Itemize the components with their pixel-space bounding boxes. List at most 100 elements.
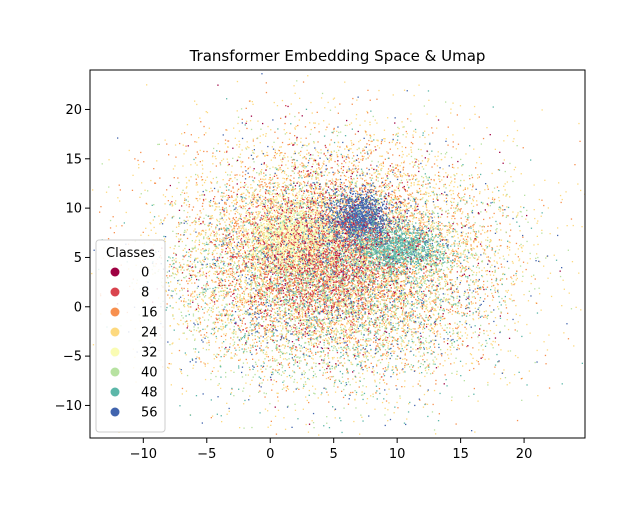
scatter-point bbox=[314, 197, 316, 199]
scatter-point bbox=[220, 319, 223, 321]
scatter-point bbox=[388, 188, 390, 190]
scatter-point bbox=[183, 153, 185, 155]
scatter-point bbox=[172, 342, 174, 344]
scatter-point bbox=[186, 186, 188, 188]
scatter-point bbox=[435, 285, 437, 287]
scatter-point bbox=[380, 168, 382, 170]
scatter-point bbox=[379, 373, 381, 375]
scatter-point bbox=[226, 129, 228, 131]
scatter-point bbox=[427, 161, 429, 163]
scatter-point bbox=[197, 176, 199, 178]
scatter-point bbox=[450, 272, 452, 274]
scatter-point bbox=[281, 99, 284, 102]
scatter-point bbox=[313, 284, 315, 286]
scatter-point bbox=[413, 184, 415, 186]
scatter-point bbox=[336, 304, 338, 306]
scatter-point bbox=[394, 303, 396, 306]
scatter-point bbox=[244, 289, 247, 291]
scatter-point bbox=[327, 314, 329, 316]
scatter-point bbox=[170, 281, 172, 283]
scatter-point bbox=[379, 301, 381, 303]
scatter-point bbox=[487, 205, 489, 207]
scatter-point bbox=[175, 226, 178, 228]
scatter-point bbox=[138, 163, 140, 166]
scatter-point bbox=[218, 234, 221, 236]
scatter-point bbox=[337, 337, 339, 339]
scatter-point bbox=[327, 317, 329, 319]
scatter-point bbox=[481, 269, 483, 272]
scatter-point bbox=[392, 166, 394, 168]
scatter-point bbox=[186, 264, 188, 266]
scatter-point bbox=[499, 245, 501, 247]
scatter-point bbox=[392, 94, 394, 96]
scatter-point bbox=[344, 310, 346, 312]
scatter-point bbox=[434, 227, 436, 230]
scatter-point bbox=[309, 296, 311, 299]
scatter-point bbox=[355, 181, 357, 184]
scatter-point bbox=[423, 266, 426, 268]
scatter-point bbox=[265, 355, 268, 358]
scatter-point bbox=[428, 369, 430, 371]
scatter-point bbox=[192, 293, 194, 295]
scatter-point bbox=[500, 229, 502, 231]
scatter-point bbox=[355, 393, 357, 396]
scatter-point bbox=[337, 292, 339, 294]
scatter-point bbox=[229, 248, 231, 250]
scatter-point bbox=[411, 284, 413, 286]
scatter-point bbox=[516, 215, 518, 217]
scatter-point bbox=[194, 351, 196, 353]
scatter-point bbox=[325, 338, 327, 340]
scatter-point bbox=[506, 247, 509, 249]
scatter-point bbox=[205, 335, 207, 337]
scatter-point bbox=[283, 387, 285, 389]
scatter-point bbox=[303, 276, 305, 278]
scatter-point bbox=[359, 229, 361, 231]
scatter-point bbox=[405, 216, 407, 218]
scatter-point bbox=[250, 184, 252, 186]
scatter-point bbox=[411, 161, 414, 163]
scatter-point bbox=[315, 284, 317, 286]
scatter-point bbox=[330, 150, 332, 153]
scatter-point bbox=[344, 290, 346, 292]
scatter-point bbox=[289, 296, 291, 299]
scatter-point bbox=[243, 306, 245, 308]
scatter-point bbox=[315, 344, 318, 346]
scatter-point bbox=[256, 230, 258, 233]
scatter-point bbox=[287, 167, 289, 169]
scatter-point bbox=[296, 381, 298, 384]
scatter-point bbox=[476, 200, 478, 202]
scatter-point bbox=[196, 164, 198, 166]
scatter-point bbox=[368, 218, 370, 221]
scatter-point bbox=[379, 275, 381, 277]
scatter-point bbox=[264, 178, 267, 180]
scatter-point bbox=[485, 270, 487, 272]
scatter-point bbox=[177, 282, 179, 284]
scatter-point bbox=[481, 229, 484, 231]
scatter-point bbox=[548, 334, 550, 336]
scatter-point bbox=[311, 326, 313, 328]
scatter-point bbox=[330, 292, 332, 294]
scatter-point bbox=[249, 166, 251, 168]
scatter-point bbox=[421, 155, 423, 157]
scatter-point bbox=[487, 381, 489, 384]
scatter-point bbox=[320, 237, 322, 239]
scatter-point bbox=[206, 342, 208, 344]
scatter-point bbox=[308, 209, 310, 211]
scatter-point bbox=[219, 228, 221, 230]
scatter-point bbox=[243, 192, 245, 194]
scatter-point bbox=[208, 339, 210, 342]
scatter-point bbox=[435, 183, 437, 185]
scatter-point bbox=[285, 164, 287, 166]
scatter-point bbox=[266, 165, 269, 168]
scatter-point bbox=[451, 399, 453, 402]
scatter-point bbox=[404, 306, 406, 308]
scatter-point bbox=[379, 173, 381, 176]
scatter-point bbox=[339, 317, 341, 319]
scatter-point bbox=[428, 99, 430, 101]
scatter-point bbox=[276, 392, 278, 394]
scatter-point bbox=[238, 346, 241, 349]
scatter-point bbox=[340, 320, 342, 322]
scatter-point bbox=[230, 243, 232, 246]
scatter-point bbox=[336, 219, 338, 221]
scatter-point bbox=[487, 204, 489, 206]
